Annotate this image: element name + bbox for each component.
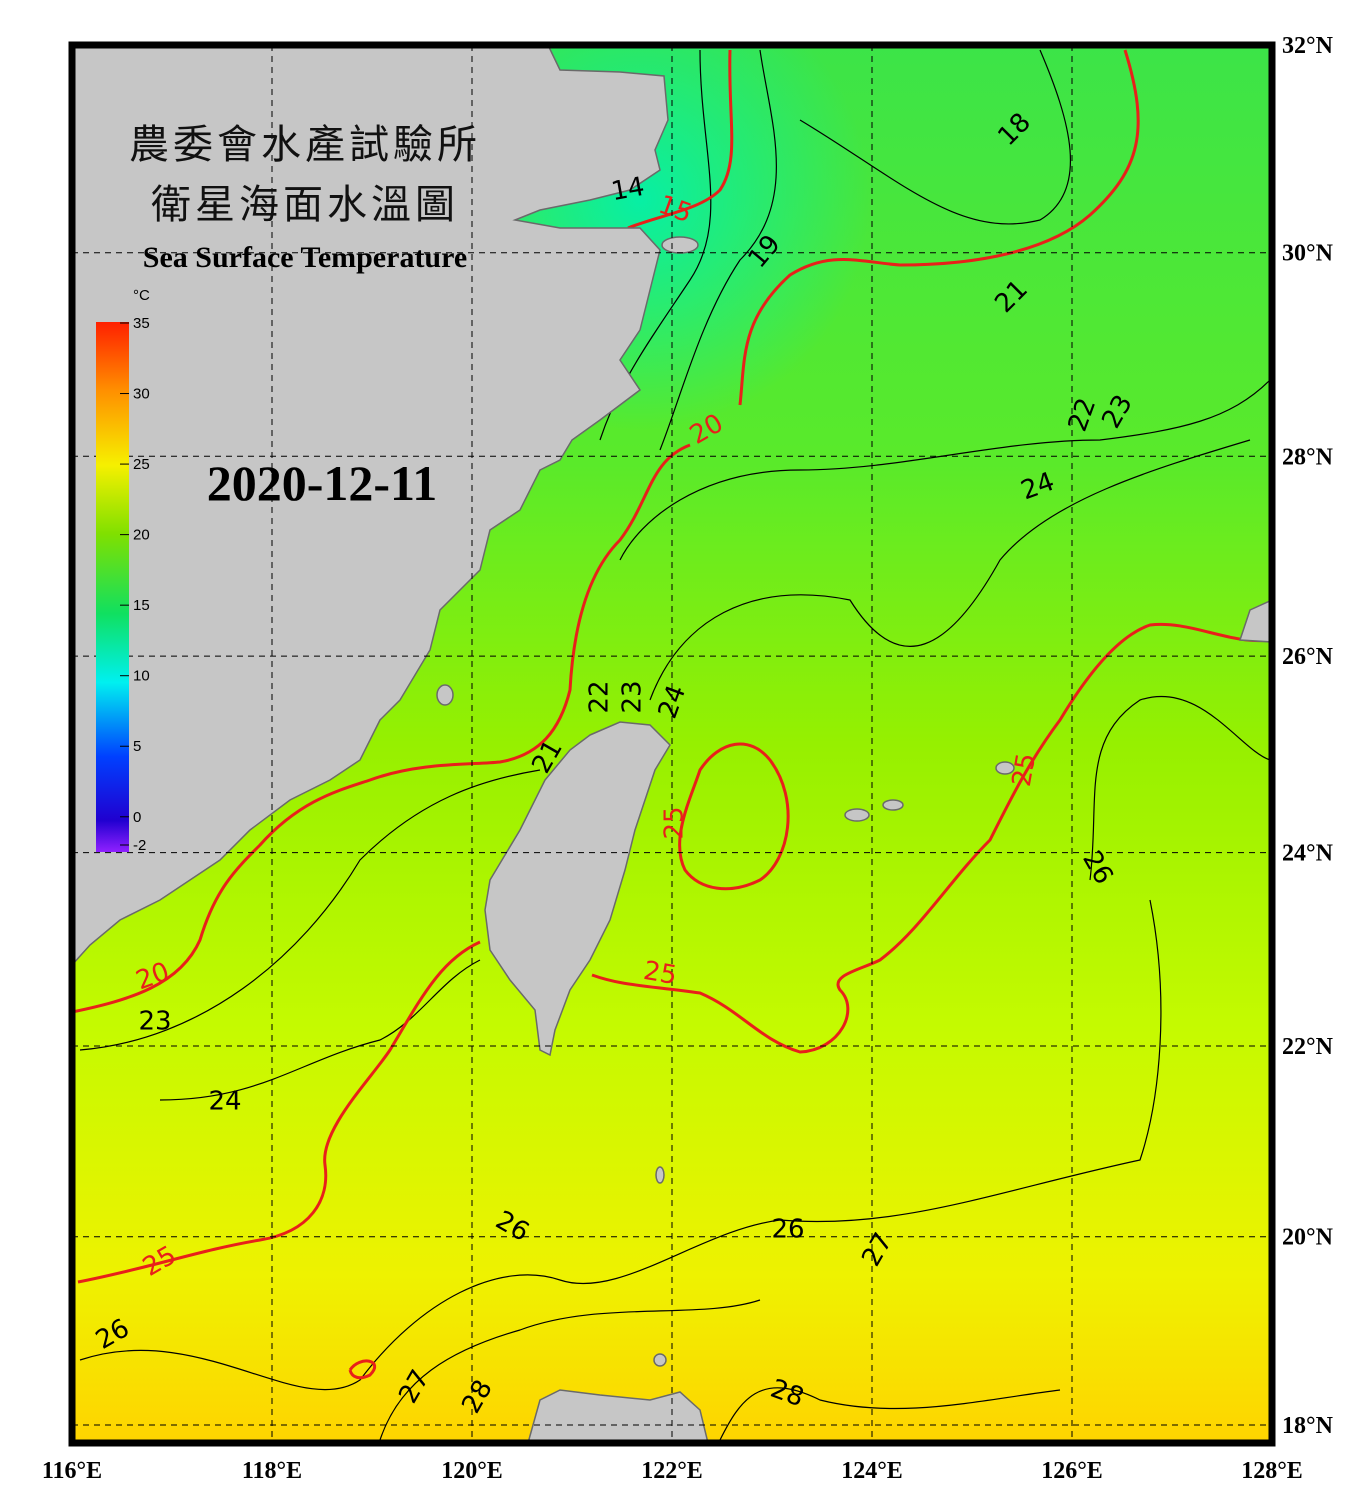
island xyxy=(436,684,454,706)
taiwan xyxy=(484,721,671,1057)
isotherm-25 xyxy=(591,622,1271,1054)
isotherm xyxy=(649,439,1251,701)
isotherm xyxy=(719,1387,1061,1441)
y-tick-label: 22°N xyxy=(1282,1034,1334,1060)
island xyxy=(655,1166,665,1184)
y-tick-label: 18°N xyxy=(1282,1413,1334,1439)
frame xyxy=(68,41,1276,1447)
colorbar-unit: °C xyxy=(133,287,150,304)
colorbar-tick-label: 20 xyxy=(133,527,150,544)
contour-label: 14 xyxy=(609,172,647,207)
isotherm xyxy=(159,959,481,1101)
colorbar-tick-label: 5 xyxy=(133,738,141,755)
x-tick-label: 120°E xyxy=(441,1458,503,1484)
isotherm xyxy=(799,49,1071,225)
y-tick-label: 26°N xyxy=(1282,644,1334,670)
isotherm-20 xyxy=(738,49,1140,406)
isotherm xyxy=(379,1299,761,1441)
colorbar xyxy=(96,322,129,852)
contour-label: 22 xyxy=(585,680,615,713)
date: 2020-12-11 xyxy=(207,455,438,511)
title-zh: 農委會水產試驗所 xyxy=(129,122,481,168)
isotherm xyxy=(79,899,1162,1391)
y-tick-label: 20°N xyxy=(1282,1225,1334,1251)
luzon xyxy=(527,1389,709,1443)
x-tick-label: 122°E xyxy=(641,1458,703,1484)
mainland xyxy=(72,45,669,967)
y-tick-label: 30°N xyxy=(1282,241,1334,267)
colorbar-tick-label: 25 xyxy=(133,456,150,473)
axes: 116°E 118°E 120°E 122°E 124°E 126°E 128°E 18°N 2… xyxy=(42,33,1334,1484)
contour-label: 23 xyxy=(138,1007,171,1037)
island xyxy=(661,236,699,254)
contour-label: 24 xyxy=(208,1087,241,1117)
x-tick-label: 124°E xyxy=(841,1458,903,1484)
title-block: 農委會水產試驗所 衛星海面水溫圖 xyxy=(129,122,481,228)
isotherm xyxy=(1089,695,1271,881)
title-en: Sea Surface Temperature xyxy=(143,241,467,274)
title-zh: 衛星海面水溫圖 xyxy=(151,182,459,228)
island xyxy=(844,808,870,822)
isotherm-25 xyxy=(678,742,790,891)
colorbar-tick-label: 10 xyxy=(133,668,150,685)
island xyxy=(1238,599,1272,643)
island xyxy=(882,799,904,811)
colorbar-tick-label: 0 xyxy=(133,809,141,826)
colorbar-tick-label: 30 xyxy=(133,386,150,403)
isotherms-major xyxy=(72,49,1271,1380)
x-tick-label: 118°E xyxy=(242,1458,302,1484)
x-tick-label: 128°E xyxy=(1241,1458,1303,1484)
isotherm-20 xyxy=(72,443,691,1014)
y-tick-label: 32°N xyxy=(1282,33,1334,59)
colorbar-tick-label: 15 xyxy=(133,597,150,614)
isotherm xyxy=(659,49,777,451)
grid xyxy=(72,45,1272,1443)
colorbar-ticks: 35 30 25 20 15 10 5 0 -2 xyxy=(120,315,150,854)
isotherms xyxy=(79,49,1271,1441)
y-tick-label: 28°N xyxy=(1282,444,1334,470)
contour-label: 25 xyxy=(641,956,679,991)
isotherm xyxy=(79,769,541,1051)
isotherm-25 xyxy=(77,940,481,1284)
isotherm-15 xyxy=(627,49,734,230)
x-tick-label: 116°E xyxy=(42,1458,102,1484)
contour-label: 25 xyxy=(1007,751,1042,789)
isotherm-25 xyxy=(348,1359,377,1380)
island xyxy=(995,761,1015,775)
contour-label: 25 xyxy=(660,806,690,839)
colorbar-tick-label: 35 xyxy=(133,315,150,332)
island xyxy=(653,1353,667,1367)
x-tick-label: 126°E xyxy=(1041,1458,1103,1484)
land xyxy=(72,45,1272,1443)
contour-label: 26 xyxy=(771,1215,804,1245)
colorbar-tick-label: -2 xyxy=(133,837,146,854)
y-tick-label: 24°N xyxy=(1282,841,1334,867)
contour-label: 23 xyxy=(618,680,648,713)
